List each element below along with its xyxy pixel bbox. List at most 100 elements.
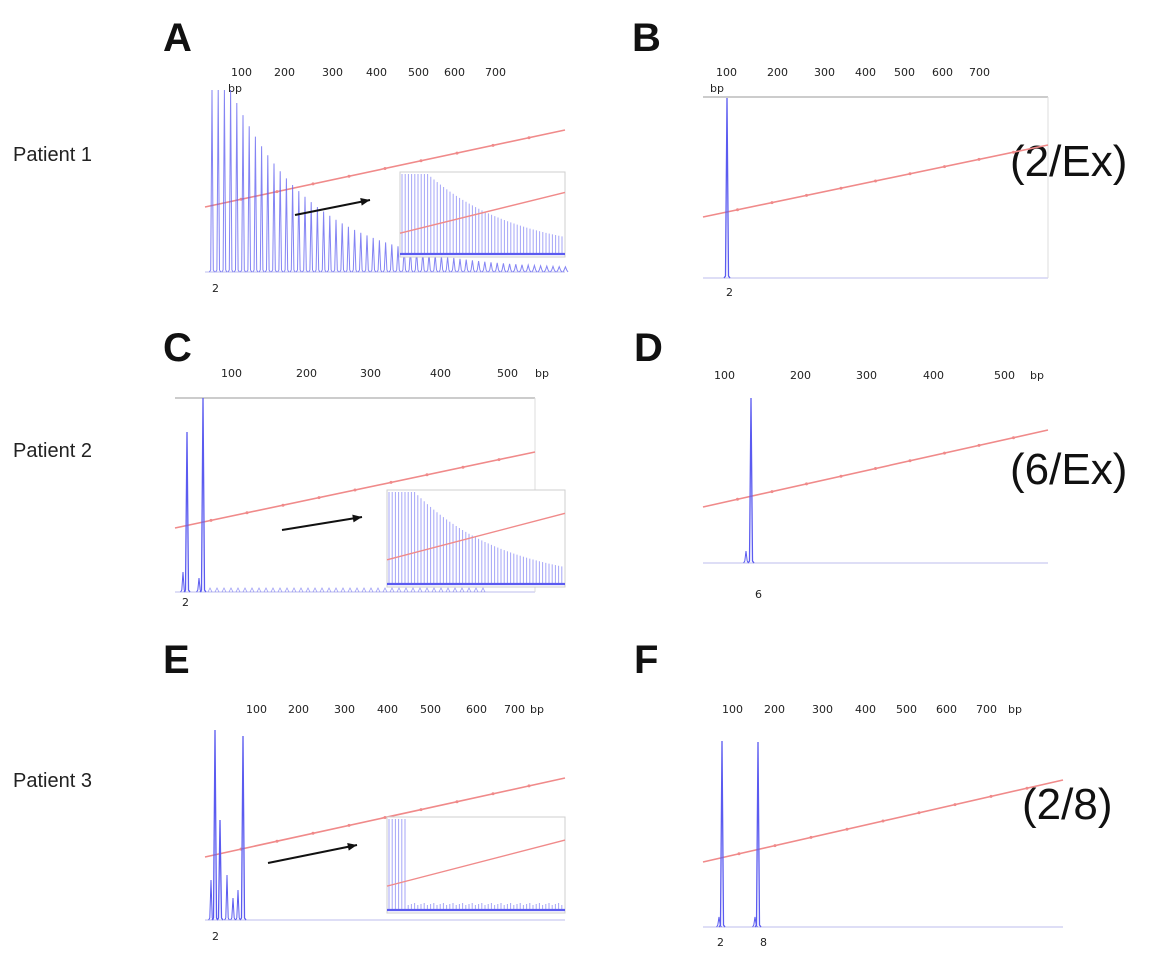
size-standard-marker [805,482,808,486]
peak-label: 8 [760,936,767,949]
trace-peak [339,223,346,273]
trace-peak-tail [459,587,465,593]
size-standard-marker [455,151,459,155]
tick-label: 600 [936,703,957,716]
size-standard-marker [839,186,843,190]
tick-label: 500 [497,367,518,380]
trace-peak [277,171,284,273]
tick-label: 100 [221,367,242,380]
tick-label: 500 [408,66,429,79]
size-standard-marker [736,208,739,212]
trace-peak [506,263,513,273]
size-standard-marker [917,811,921,815]
tick-label: 700 [485,66,506,79]
patient-3-label: Patient 3 [13,770,92,792]
trace-peak [537,264,544,273]
trace-peak [531,263,538,273]
trace-peak [525,263,532,273]
size-standard-marker [773,844,777,848]
tick-label: 100 [716,66,737,79]
size-standard-marker [908,172,912,176]
trace-peak [481,261,488,273]
tick-label: 400 [430,367,451,380]
trace-peak [308,202,315,273]
size-standard-marker [389,480,393,484]
axis-unit-label: bp [1030,369,1044,382]
tick-label: 300 [360,367,381,380]
trace-peak [450,257,457,273]
trace-peak-tail [354,587,360,593]
size-standard-marker [908,459,912,463]
tick-label: 700 [504,703,525,716]
zoom-arrow-head [347,843,357,851]
trace-peak-tail [291,587,297,593]
zoom-arrow [281,516,363,531]
trace-peak [320,211,327,273]
trace-peak [233,103,240,273]
size-standard-marker [1012,436,1015,440]
trace-peak [252,136,259,273]
tick-label: 200 [764,703,785,716]
trace-peak [463,259,470,273]
chart-panel-e: 100 200 300 400 500 600 700 bp 2 [204,703,566,943]
size-standard-marker [1012,150,1015,154]
size-standard-marker [1025,786,1029,790]
zoom-inset-frame [386,489,566,588]
panel-label-b: B [632,16,661,60]
axis-unit-label: bp [710,82,724,95]
trace-peak [512,264,519,273]
trace-peak [270,163,278,273]
size-standard-marker [383,167,387,170]
tick-label: 200 [296,367,317,380]
trace-peak [227,89,234,273]
tick-label: 500 [896,703,917,716]
tick-label: 400 [366,66,387,79]
size-standard-marker [275,190,279,194]
size-standard-marker [317,496,321,500]
trace-peak-minor [208,879,214,921]
tick-label: 100 [231,66,252,79]
size-standard-marker [953,803,957,807]
tick-label: 700 [976,703,997,716]
zoom-inset [399,171,566,258]
trace-peak-tail [228,587,234,593]
peak-label: 6 [755,588,762,601]
peak-label: 2 [182,596,189,609]
tick-label: 400 [855,66,876,79]
genotype-d: (6/Ex) [1010,445,1128,494]
trace-peak-tail [340,587,346,593]
tick-label: 300 [814,66,835,79]
trace-peak [351,229,358,273]
trace-peak-tail [480,587,486,593]
size-standard-marker [977,157,981,161]
trace-peak [208,89,216,273]
trace-peak-tail [375,587,381,593]
trace-peak [301,196,309,273]
panel-label-f: F [634,638,659,682]
tick-label: 400 [923,369,944,382]
zoom-size-standard-line [399,191,566,234]
trace-peak-tail [298,587,304,593]
tick-label: 600 [466,703,487,716]
axis-unit-label: bp [228,82,242,95]
trace-peak [382,242,389,273]
trace-peak-tail [410,587,416,593]
size-standard-marker [239,197,243,201]
size-standard-marker [491,792,495,796]
trace-peak-tail [214,587,220,593]
panel-label-a: A [163,16,192,60]
trace-peak-major [754,741,762,928]
trace-peak-tail [249,587,255,593]
trace-peak-tail [445,587,451,593]
size-standard-marker [874,467,877,470]
size-standard-marker [347,174,351,178]
chart-panel-d: 100 200 300 400 500 bp 6 [702,369,1049,601]
trace-peak [314,207,321,273]
trace-peak-major [718,740,726,928]
size-standard-marker [874,179,877,183]
zoom-inset [386,816,566,914]
size-standard-marker [736,497,739,501]
size-standard-marker [527,136,531,140]
trace-peak [283,178,290,273]
trace-peak [363,235,371,273]
